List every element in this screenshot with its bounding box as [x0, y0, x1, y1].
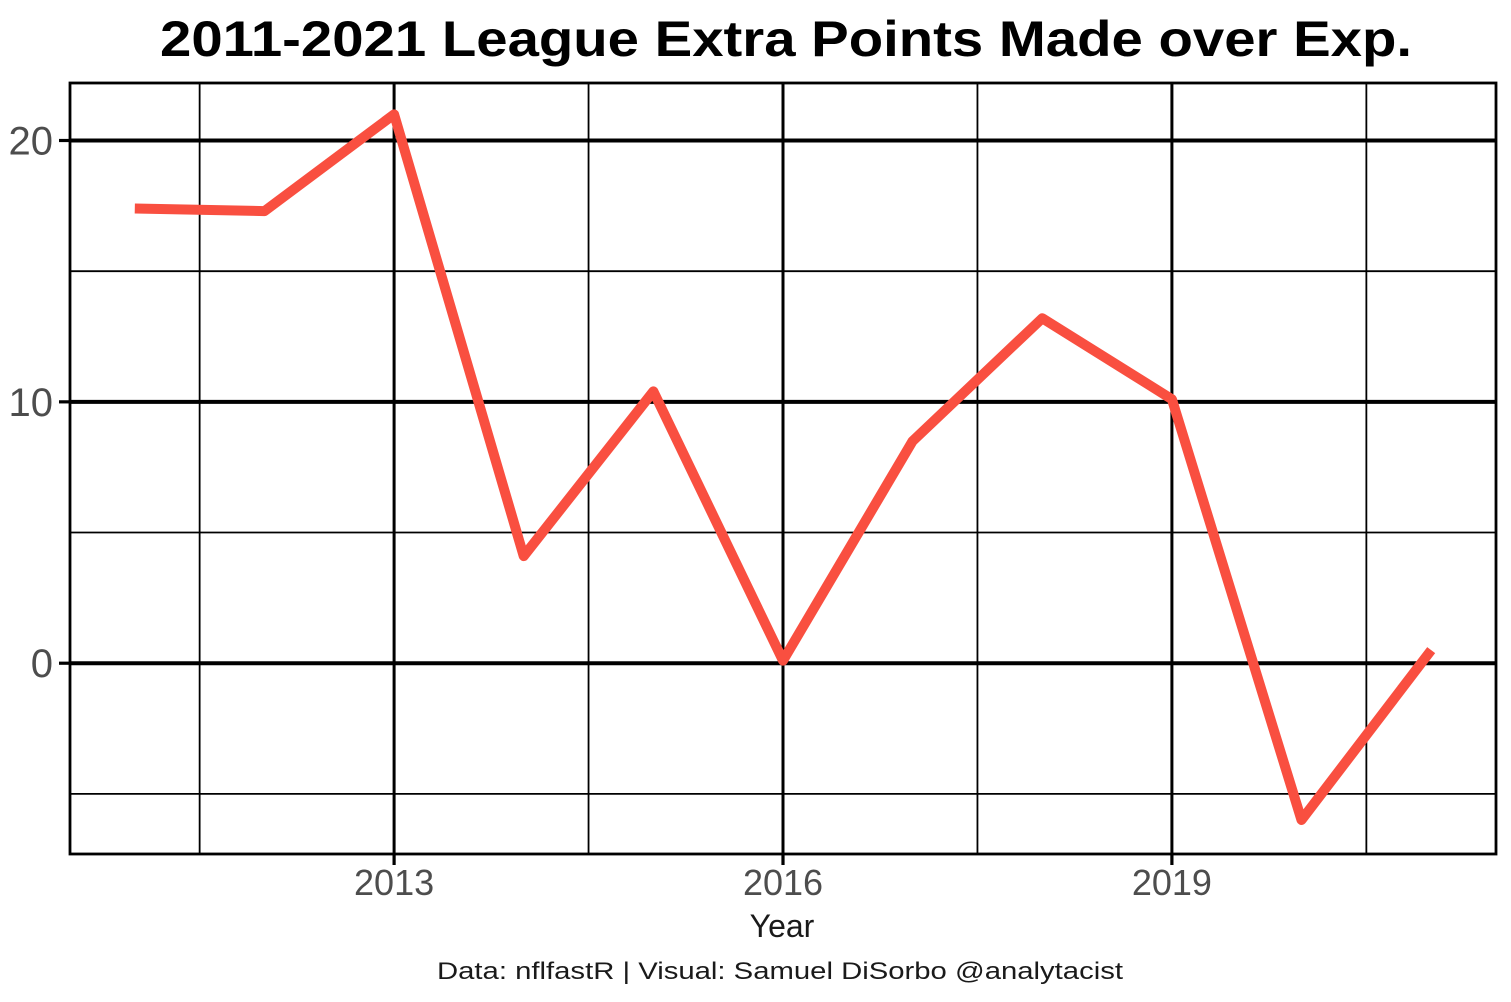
y-tick-label: 10 — [9, 381, 54, 425]
y-axis-tick-labels: 0 10 20 — [9, 119, 54, 686]
x-tick-label: 2016 — [743, 862, 823, 903]
x-tick-label: 2013 — [354, 862, 434, 903]
chart-caption: Data: nflfastR | Visual: Samuel DiSorbo … — [437, 958, 1123, 985]
axis-tick-marks — [59, 138, 1174, 865]
series-line — [134, 109, 1436, 825]
chart-title: 2011-2021 League Extra Points Made over … — [160, 11, 1412, 67]
x-axis-title: Year — [750, 908, 815, 944]
x-tick-label: 2019 — [1132, 862, 1212, 903]
x-axis-tick-labels: 2013 2016 2019 — [354, 862, 1212, 903]
y-tick-label: 20 — [9, 119, 54, 163]
y-tick-label: 0 — [31, 642, 53, 686]
